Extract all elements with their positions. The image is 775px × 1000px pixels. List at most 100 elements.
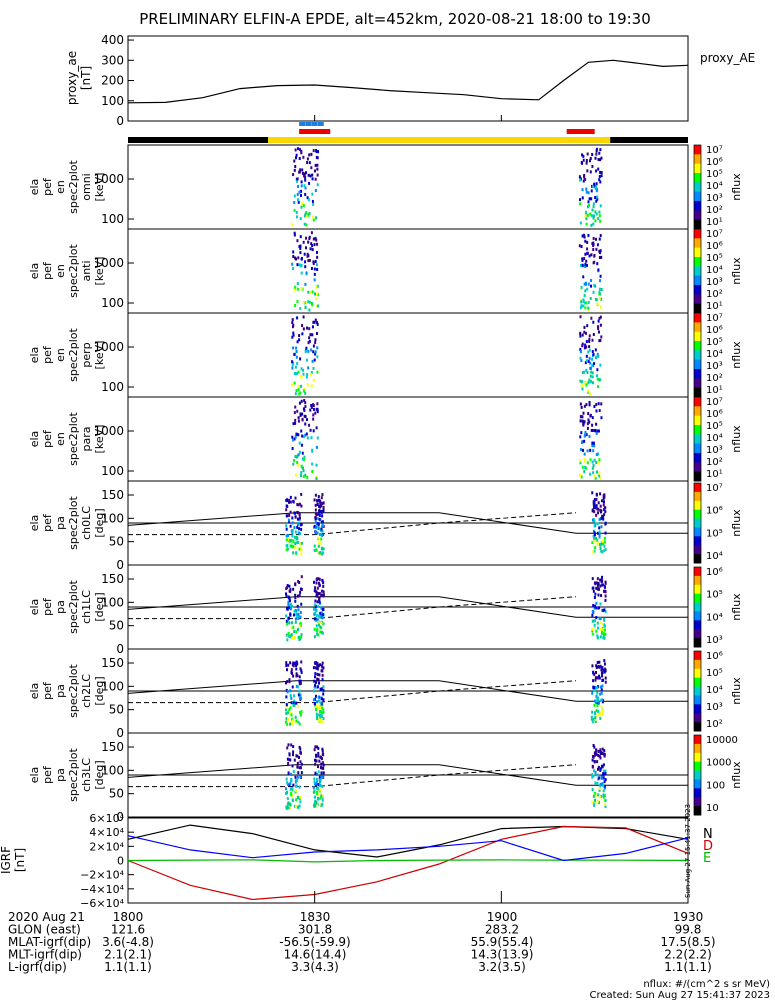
flux-cell: [604, 522, 607, 526]
flux-cell: [291, 685, 294, 689]
flux-cell: [597, 765, 600, 769]
flux-cell: [314, 762, 317, 766]
axis-row-value: 301.8: [298, 923, 332, 937]
ytick-label: 50: [109, 703, 124, 717]
flux-cell: [299, 251, 302, 255]
flux-cell: [598, 674, 601, 678]
flux-cell: [291, 262, 294, 266]
flux-cell: [586, 370, 589, 374]
ytick-label: 0: [117, 855, 124, 868]
burst-1832-pitch: [312, 745, 325, 808]
flux-cell: [322, 717, 325, 721]
flux-cell: [595, 504, 598, 508]
flux-cell: [286, 499, 289, 503]
flux-cell: [290, 778, 293, 782]
flux-cell: [595, 538, 598, 542]
flux-cell: [601, 698, 604, 702]
flux-cell: [581, 344, 584, 348]
flux-cell: [298, 682, 301, 686]
flux-cell: [297, 612, 300, 616]
flux-cell: [584, 343, 587, 347]
flux-cell: [293, 352, 296, 356]
flux-cell: [310, 436, 313, 440]
flux-cell: [308, 423, 311, 427]
burst-1832-pitch: [312, 661, 325, 724]
ytick-label: 0: [116, 810, 124, 824]
panel-ylabel: anti: [80, 260, 93, 281]
flux-cell: [596, 522, 599, 526]
flux-cell: [593, 803, 596, 807]
igrf-legend-e: E: [703, 851, 711, 866]
flux-cell: [583, 470, 586, 474]
flux-cell: [598, 292, 601, 296]
flux-cell: [594, 348, 597, 352]
flux-cell: [588, 400, 591, 404]
flux-cell: [317, 523, 320, 527]
burst-1830-spectrum: [291, 147, 320, 227]
colorbar-segment: [694, 453, 701, 463]
flux-cell: [603, 633, 606, 637]
flux-cell: [595, 431, 598, 435]
flux-cell: [291, 621, 294, 625]
flux-cell: [294, 405, 297, 409]
flux-cell: [583, 404, 586, 408]
flux-cell: [318, 513, 321, 517]
colorbar-segment: [694, 620, 701, 630]
flux-cell: [599, 249, 602, 253]
flux-cell: [286, 802, 289, 806]
flux-cell: [312, 666, 315, 670]
flux-cell: [304, 193, 307, 197]
flux-cell: [597, 665, 600, 669]
flux-cell: [309, 333, 312, 337]
flux-cell: [314, 352, 317, 356]
flux-cell: [296, 537, 299, 541]
flux-cell: [583, 294, 586, 298]
flux-cell: [296, 615, 299, 619]
flux-cell: [309, 247, 312, 251]
flux-cell: [299, 307, 302, 311]
flux-cell: [296, 775, 299, 779]
flux-cell: [293, 168, 296, 172]
flux-cell: [319, 501, 322, 505]
flux-cell: [311, 325, 314, 329]
flux-cell: [315, 426, 318, 430]
flux-cell: [295, 346, 298, 350]
flux-cell: [291, 321, 294, 325]
flux-cell: [599, 602, 602, 606]
colorbar-segment: [694, 173, 701, 183]
anti-loss-cone-line: [128, 680, 577, 704]
flux-cell: [308, 237, 311, 241]
flux-cell: [305, 375, 308, 379]
flux-cell: [289, 758, 292, 762]
fgm-block: [317, 122, 324, 126]
flux-cell: [289, 693, 292, 697]
flux-cell: [298, 516, 301, 520]
flux-cell: [317, 633, 320, 637]
flux-cell: [288, 802, 291, 806]
flux-cell: [597, 330, 600, 334]
flux-cell: [599, 584, 602, 588]
flux-cell: [306, 475, 309, 479]
burst-1832-pitch: [313, 493, 325, 556]
flux-cell: [585, 217, 588, 221]
colorbar-segment: [694, 369, 701, 379]
flux-cell: [593, 531, 596, 535]
colorbar-label: 10¹: [706, 217, 723, 228]
flux-cell: [300, 286, 303, 290]
flux-cell: [316, 786, 319, 790]
flux-cell: [300, 660, 303, 664]
colorbar-label: 100: [706, 780, 725, 791]
flux-cell: [290, 626, 293, 630]
flux-cell: [322, 753, 325, 757]
flux-cell: [586, 461, 589, 465]
flux-cell: [286, 622, 289, 626]
panel-ylabel: [deg]: [93, 676, 106, 705]
flux-cell: [289, 689, 292, 693]
colorbar-segment: [694, 722, 701, 732]
flux-cell: [595, 701, 598, 705]
flux-cell: [312, 215, 315, 219]
flux-cell: [593, 474, 596, 478]
flux-cell: [587, 233, 590, 237]
